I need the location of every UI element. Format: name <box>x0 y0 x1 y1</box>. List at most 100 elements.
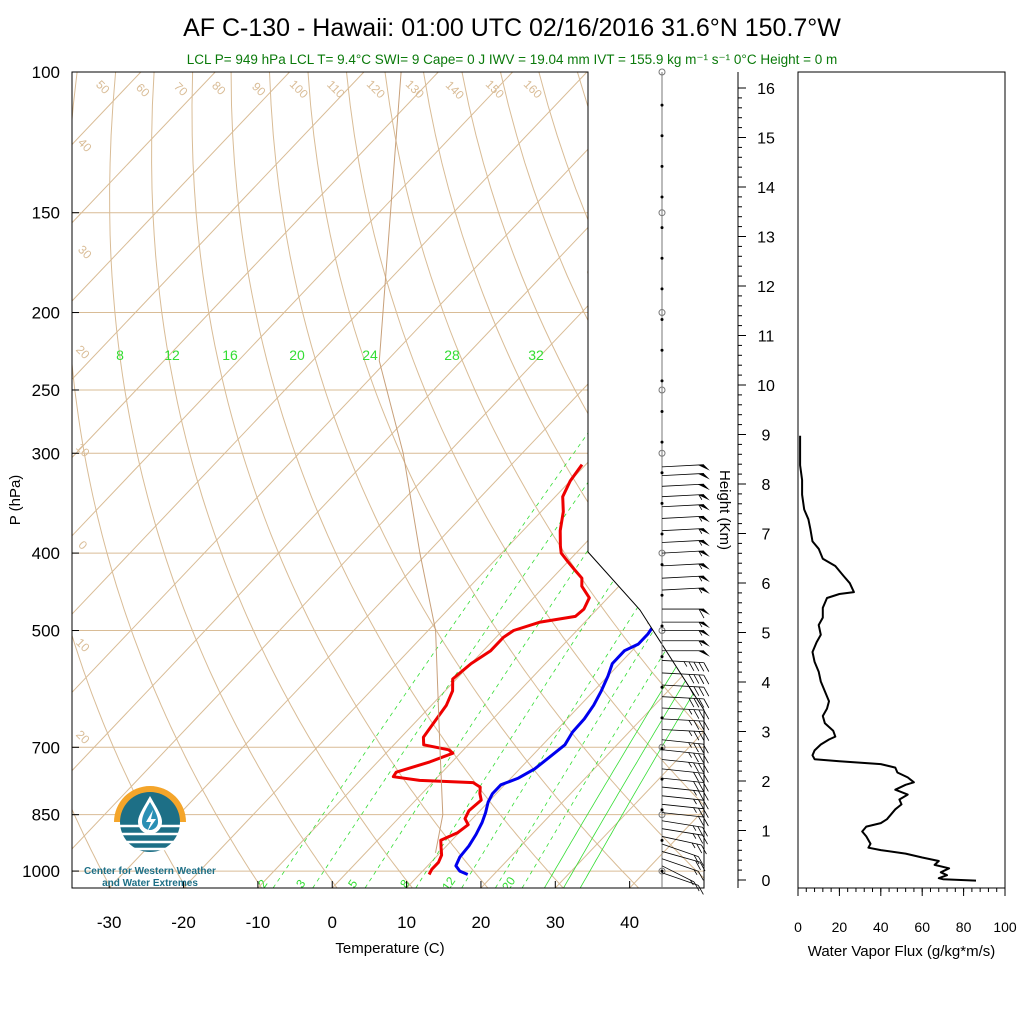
dry-adiabat <box>72 72 112 888</box>
wind-barb <box>661 729 704 733</box>
wind-barb <box>661 768 704 774</box>
wind-barb-half <box>698 494 703 500</box>
dry-adiabat <box>269 72 639 888</box>
height-tick-label: 2 <box>762 774 771 791</box>
wind-barb-half <box>688 762 692 768</box>
dry-adiabat <box>731 72 1024 888</box>
wind-barb <box>661 843 699 857</box>
dry-adiabat-label: 60 <box>133 80 153 100</box>
wind-barb-feather <box>703 782 709 792</box>
wind-barb <box>661 464 704 468</box>
wind-barb-feather <box>696 843 703 854</box>
wind-barb <box>661 575 704 579</box>
wind-barb <box>661 812 704 818</box>
wind-barb-feather <box>698 772 704 782</box>
wind-barb <box>661 820 703 828</box>
dry-adiabat <box>384 72 704 888</box>
wind-barb-feather <box>698 790 704 801</box>
wind-barb-feather <box>688 686 695 696</box>
wind-barb <box>661 777 704 783</box>
wind-barb <box>661 865 695 883</box>
y-tick-label: 150 <box>32 204 60 223</box>
wind-barb <box>661 494 704 498</box>
sounding-indices: LCL P= 949 hPa LCL T= 9.4°C SWI= 9 Cape=… <box>187 52 837 67</box>
temperature-line <box>454 461 704 876</box>
isotherm-line <box>480 72 704 888</box>
dry-adiabat-label: 100 <box>287 77 311 101</box>
wind-barb-feather <box>693 781 699 791</box>
dry-adiabat <box>346 72 704 888</box>
wind-barb-half <box>693 798 697 805</box>
y-axis-label: P (hPa) <box>7 475 24 526</box>
wind-barb-half <box>690 879 694 886</box>
wind-barb-feather <box>698 799 704 809</box>
dry-adiabat <box>692 72 704 888</box>
flux-x-tick-label: 60 <box>914 919 930 935</box>
mixing-ratio-label: 32 <box>528 347 544 363</box>
height-tick-label: 15 <box>757 131 775 148</box>
isotherm-line <box>72 72 704 888</box>
dry-adiabat-label: 0 <box>76 538 91 553</box>
wind-barb-half <box>698 504 703 511</box>
barb-level-circle <box>658 867 666 875</box>
height-tick-label: 7 <box>762 527 771 544</box>
wind-barb-half <box>693 869 698 876</box>
x-tick-label: 10 <box>397 913 416 932</box>
wind-barb-half <box>693 790 697 796</box>
mixing-ratio-label: 16 <box>222 347 238 363</box>
wind-barb-feather <box>703 731 710 741</box>
wind-barb-flag <box>698 622 710 629</box>
barb-level-dot <box>660 318 664 322</box>
wind-barb-feather <box>698 698 705 708</box>
height-tick-label: 5 <box>762 626 771 643</box>
barb-level-dot <box>660 348 664 352</box>
dry-adiabat <box>423 72 704 888</box>
dry-adiabat-label: 120 <box>364 77 388 101</box>
skewt-series-layer <box>378 72 704 876</box>
wind-barb-feather <box>693 720 700 730</box>
y-tick-label: 200 <box>32 304 60 323</box>
mixing-ratio-label: 28 <box>444 347 460 363</box>
wind-barb-feather <box>703 799 709 810</box>
wind-barb <box>661 483 704 487</box>
y-tick-label: 250 <box>32 381 60 400</box>
barb-level-dot <box>660 409 664 413</box>
plot-frame <box>71 71 705 889</box>
wind-barb-feather <box>698 720 705 731</box>
isotherm-line <box>72 72 216 888</box>
wind-barb-feather <box>698 731 705 741</box>
dry-adiabat-label: 10 <box>73 440 93 460</box>
wind-barb-feather <box>688 661 695 672</box>
flux-x-tick-label: 80 <box>956 919 972 935</box>
dry-adiabat-label: 90 <box>249 79 269 99</box>
wind-barb-feather <box>698 871 704 881</box>
wind-barb-feather <box>693 772 699 782</box>
wind-barb-feather <box>688 674 695 684</box>
isotherm-label: 30 <box>585 148 612 175</box>
wind-barb-flag <box>697 504 710 511</box>
wind-barb-feather <box>703 709 710 720</box>
cw3e-logo: Center for Western Weather and Water Ext… <box>70 782 230 892</box>
isotherm-line <box>72 72 365 888</box>
wind-barb <box>661 672 704 676</box>
x-tick-label: 20 <box>471 913 490 932</box>
wind-barb-feather <box>698 856 704 866</box>
dry-adiabat <box>808 72 1024 888</box>
wind-barb <box>661 473 704 477</box>
wind-barb <box>661 718 704 722</box>
barb-level-dot <box>660 808 664 812</box>
skewt-background-lines: 50 60 70 80 90 100 110 120 130 140 150 160403020100… <box>72 72 1024 888</box>
y-tick-label: 500 <box>32 622 60 641</box>
y-tick-label: 100 <box>32 63 60 82</box>
wind-barb-half <box>698 621 703 628</box>
wind-barb-flag <box>697 484 710 491</box>
wind-barb-flag <box>697 528 710 535</box>
dry-adiabat <box>230 72 564 888</box>
dry-adiabat-label: 50 <box>93 77 113 97</box>
wind-barb-half <box>698 563 703 570</box>
barb-level-dot <box>660 134 664 138</box>
skewt-axes: -30 -20 -10 0 10 20 30 401001502002503004005007… <box>7 63 775 957</box>
wind-barb-half <box>692 833 697 839</box>
wind-barb-half <box>698 587 703 594</box>
height-tick-label: 16 <box>757 81 775 98</box>
